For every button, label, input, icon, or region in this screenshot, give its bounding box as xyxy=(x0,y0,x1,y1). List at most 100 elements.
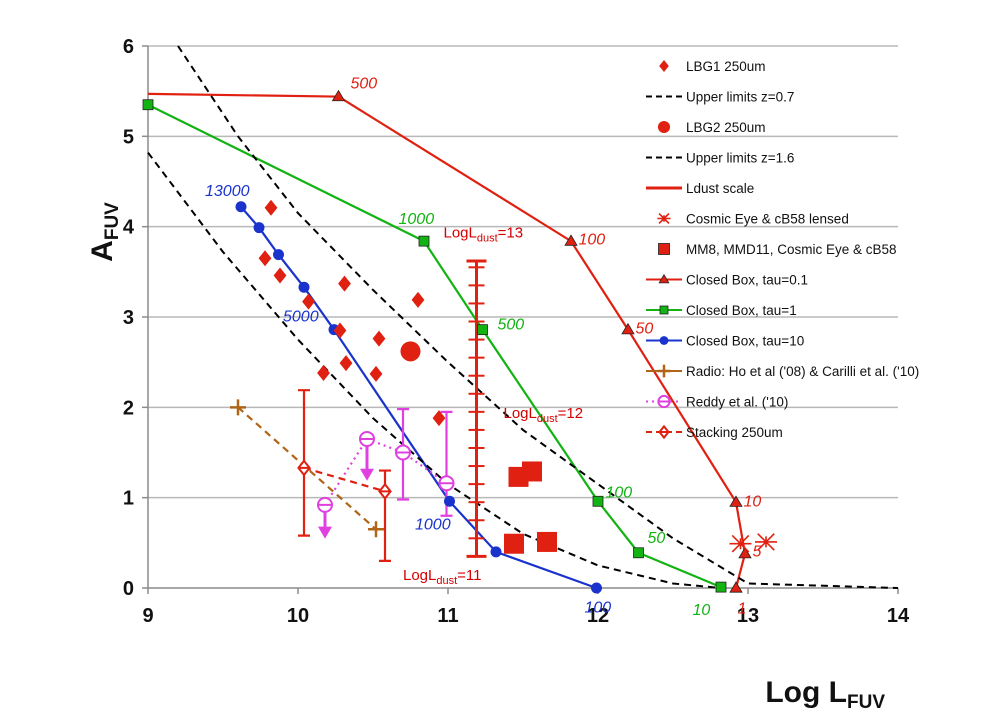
x-tick-label: 10 xyxy=(287,605,309,627)
legend-label: Upper limits z=0.7 xyxy=(686,90,794,105)
data-point-closed-box-tau-1 xyxy=(592,495,604,507)
legend-entry: Closed Box, tau=0.1 xyxy=(646,273,808,288)
legend-label: MM8, MMD11, Cosmic Eye & cB58 xyxy=(686,242,897,257)
annotation-label: 100 xyxy=(606,485,633,502)
data-point-lbg1-250um xyxy=(333,322,347,339)
upper-limit-arrow-head xyxy=(318,526,332,539)
data-point-lbg1-250um xyxy=(338,275,351,292)
x-tick-label: 12 xyxy=(587,605,609,627)
annotation-label: 100 xyxy=(579,232,606,249)
data-point-closed-box-tau-10 xyxy=(490,546,502,558)
x-tick-label: 11 xyxy=(437,605,458,627)
series-line-reddy-et-al-10 xyxy=(324,437,448,506)
legend-label: Ldust scale xyxy=(686,181,754,196)
data-point-closed-box-tau-1 xyxy=(142,99,154,111)
legend-entry: Reddy et al. ('10) xyxy=(646,395,788,410)
annotation-label: 1000 xyxy=(415,516,451,533)
series-line-radio-ho-et-al-08-carilli-et-al-10 xyxy=(237,406,377,531)
data-point-closed-box-tau-10 xyxy=(444,495,455,507)
legend-label: Closed Box, tau=0.1 xyxy=(686,273,808,288)
legend-label: Closed Box, tau=10 xyxy=(686,334,804,349)
annotation-label: 5 xyxy=(753,543,762,560)
data-point-lbg1-250um xyxy=(432,410,446,427)
data-point-closed-box-tau-0-1 xyxy=(729,581,743,593)
data-point-closed-box-tau-0-1 xyxy=(729,495,743,507)
legend-entry: Closed Box, tau=1 xyxy=(646,303,797,318)
legend-entry: MM8, MMD11, Cosmic Eye & cB58 xyxy=(658,242,897,257)
data-point-lbg1-250um xyxy=(339,355,353,372)
data-point-closed-box-tau-10 xyxy=(273,249,284,261)
annotations: 500 100 50 10 5 1 1000 500 100 50 10 13000 5000 1000 1… xyxy=(205,75,762,619)
y-tick-label: 3 xyxy=(123,307,134,329)
legend-label: LBG1 250um xyxy=(686,59,766,74)
annotation-label: 13000 xyxy=(205,183,250,200)
legend-marker xyxy=(659,305,669,315)
data-point-lbg1-250um xyxy=(317,365,330,382)
annotation-label: 50 xyxy=(648,530,666,547)
ldust-label: LogLdust=11 xyxy=(403,567,482,587)
y-tick-label: 1 xyxy=(123,488,134,510)
legend-marker xyxy=(657,394,671,409)
legend-label: Stacking 250um xyxy=(686,425,783,440)
data-point-closed-box-tau-0-1 xyxy=(331,89,346,102)
legend-entry: Radio: Ho et al ('08) & Carilli et al. (… xyxy=(646,364,919,379)
data-point-reddy-et-al-10 xyxy=(395,444,412,461)
data-point-cosmic-eye-cb58-lensed xyxy=(755,533,777,551)
data-point-closed-box-tau-10 xyxy=(253,222,265,234)
annotation-label: 10 xyxy=(693,602,711,619)
legend-marker xyxy=(658,243,670,255)
series-line-closed-box-tau-1 xyxy=(147,103,722,589)
x-tick-label: 14 xyxy=(887,605,910,627)
data-point-reddy-et-al-10 xyxy=(438,475,455,492)
legend-entry: Ldust scale xyxy=(646,181,754,196)
x-tick-label: 9 xyxy=(142,605,153,627)
y-tick-label: 5 xyxy=(123,126,134,148)
legend-label: LBG2 250um xyxy=(686,120,766,135)
legend-marker xyxy=(659,336,669,345)
data-point-closed-box-tau-1 xyxy=(633,547,644,559)
data-point-stacking-250um xyxy=(297,459,311,477)
legend-entry: Stacking 250um xyxy=(646,424,783,440)
data-point-lbg1-250um xyxy=(258,250,272,267)
upper-limit-arrow-head xyxy=(360,468,374,481)
data-point-closed-box-tau-1 xyxy=(418,235,430,247)
data-point-reddy-et-al-10 xyxy=(317,496,334,513)
annotation-label: 100 xyxy=(585,599,612,616)
data-point-lbg1-250um xyxy=(264,199,278,216)
data-point-closed-box-tau-0-1 xyxy=(564,234,578,246)
annotation-label: 500 xyxy=(351,75,378,92)
annotation-label: 1 xyxy=(738,600,747,617)
data-point-mm8-mmd11-cosmic-eye-cb58 xyxy=(522,461,542,482)
data-point-mm8-mmd11-cosmic-eye-cb58 xyxy=(537,531,557,552)
y-axis-label: AFUV xyxy=(86,202,123,262)
data-point-closed-box-tau-1 xyxy=(715,581,727,593)
data-marks xyxy=(142,89,777,594)
data-point-radio-ho-et-al-08-carilli-et-al-10 xyxy=(368,521,384,538)
data-point-stacking-250um xyxy=(378,482,392,500)
legend-entry: Upper limits z=0.7 xyxy=(646,90,794,105)
legend-marker xyxy=(657,364,671,378)
legend-label: Cosmic Eye & cB58 lensed xyxy=(686,212,849,227)
data-point-lbg1-250um xyxy=(302,293,315,310)
data-point-closed-box-tau-0-1 xyxy=(621,322,635,335)
data-point-closed-box-tau-0-1 xyxy=(738,546,752,559)
annotation-label: 10 xyxy=(744,494,762,511)
data-point-lbg2-250um xyxy=(400,341,421,362)
y-tick-label: 2 xyxy=(123,397,134,419)
legend-entry: LBG1 250um xyxy=(659,59,766,74)
legend-entry: Cosmic Eye & cB58 lensed xyxy=(657,212,849,227)
annotation-label: 5000 xyxy=(283,309,319,326)
data-point-closed-box-tau-1 xyxy=(477,324,488,336)
y-tick-label: 0 xyxy=(123,578,134,600)
data-point-radio-ho-et-al-08-carilli-et-al-10 xyxy=(230,399,246,416)
legend-marker xyxy=(657,120,671,134)
series-line-stacking-250um xyxy=(303,466,386,493)
data-point-cosmic-eye-cb58-lensed xyxy=(729,534,752,553)
legend-marker xyxy=(659,60,669,72)
legend-marker xyxy=(658,424,670,440)
data-point-closed-box-tau-10 xyxy=(298,281,310,293)
ldust-label: LogLdust=13 xyxy=(444,225,524,245)
legend-marker xyxy=(657,212,671,225)
data-point-lbg1-250um xyxy=(411,291,425,308)
